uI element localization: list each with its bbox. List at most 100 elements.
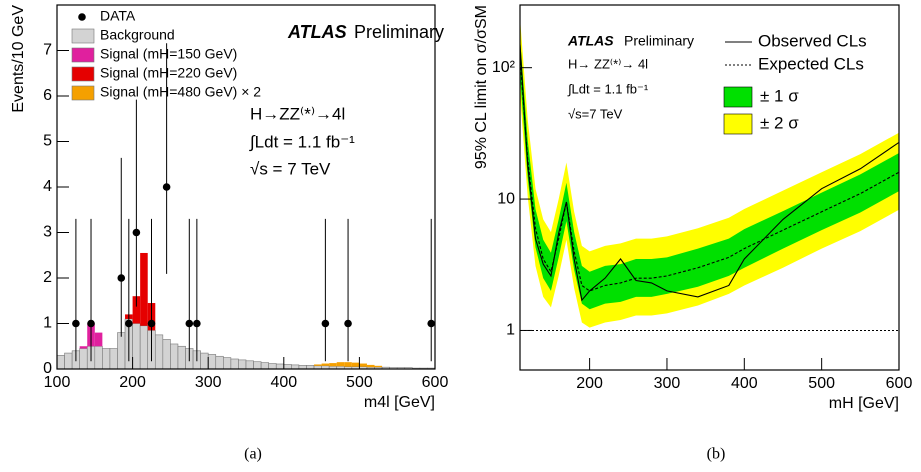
annotation: √s = 7 TeV	[250, 159, 331, 178]
histogram-bar	[102, 348, 111, 370]
legend-label: Signal (mH=150 GeV)	[100, 46, 237, 62]
histogram-bar	[56, 355, 65, 370]
histogram-bar	[94, 345, 103, 370]
y-tick-label: 1	[43, 315, 52, 332]
data-point	[87, 319, 95, 328]
x-tick-label: 400	[731, 375, 758, 392]
legend-swatch	[71, 47, 95, 63]
histogram-bar	[238, 359, 247, 370]
legend-swatch	[723, 113, 753, 135]
histogram-bar	[109, 348, 118, 370]
histogram-bar	[215, 355, 224, 370]
y-axis-label: 95% CL limit on σ/σSM	[473, 5, 490, 169]
histogram-bar	[207, 354, 217, 370]
data-point	[427, 319, 436, 328]
histogram-bar	[336, 362, 345, 367]
y-tick-label: 7	[43, 42, 52, 59]
legend-marker	[78, 13, 86, 21]
x-tick-label: 200	[576, 375, 603, 392]
histogram-bar	[117, 332, 126, 370]
y-tick-label: 10²	[492, 59, 516, 76]
histogram-bar	[94, 332, 103, 347]
legend-label: DATA	[100, 8, 136, 24]
data-point	[162, 183, 171, 191]
histogram-bar	[351, 362, 360, 367]
legend-label: Signal (mH=480 GeV) × 2	[100, 84, 261, 100]
caption: (b)	[707, 446, 726, 463]
data-point	[344, 319, 352, 328]
histogram-bar	[177, 345, 186, 370]
x-tick-label: 400	[270, 374, 297, 391]
x-tick-label: 300	[654, 375, 681, 392]
data-point	[147, 319, 156, 328]
histogram-bar	[260, 362, 269, 370]
histogram-bar	[200, 352, 209, 370]
x-tick-label: 200	[119, 374, 146, 391]
histogram-bar	[132, 323, 141, 370]
histogram-bar	[64, 352, 73, 370]
legend-swatch	[71, 28, 95, 44]
atlas-label: Preliminary	[354, 22, 444, 42]
limit-line	[520, 57, 899, 292]
data-point	[125, 319, 133, 328]
histogram-bar	[283, 364, 292, 370]
histogram-bar	[223, 357, 232, 370]
histogram-bar	[275, 363, 285, 370]
band	[520, 37, 899, 310]
histogram-bar	[230, 358, 239, 370]
histogram-bar	[291, 364, 300, 370]
data-point	[132, 228, 141, 237]
legend-label: Expected CLs	[758, 54, 864, 73]
data-point	[185, 319, 194, 328]
annotation: √s=7 TeV	[568, 106, 623, 121]
histogram-bar	[154, 334, 164, 370]
data-point	[193, 319, 201, 328]
y-tick-label: 0	[43, 360, 52, 377]
plot-frame	[56, 4, 436, 370]
legend-label: ± 1 σ	[760, 86, 799, 105]
data-point	[321, 319, 330, 328]
histogram-bar	[366, 364, 375, 368]
x-tick-label: 500	[346, 374, 373, 391]
histogram-bar	[253, 361, 262, 370]
histogram-bar	[170, 343, 179, 370]
histogram-bar	[374, 365, 383, 368]
atlas-label: ATLAS	[567, 33, 614, 49]
histogram-bar	[132, 296, 141, 324]
legend-label: Observed CLs	[758, 31, 867, 50]
histogram-bar	[139, 325, 149, 370]
x-tick-label: 500	[808, 375, 835, 392]
legend-label: Signal (mH=220 GeV)	[100, 65, 237, 81]
data-point	[72, 319, 80, 328]
y-axis-label: Events/10 GeV	[10, 5, 27, 113]
legend-swatch	[71, 66, 95, 82]
x-tick-label: 300	[195, 374, 222, 391]
y-tick-label: 5	[43, 133, 52, 150]
atlas-label: ATLAS	[287, 22, 347, 42]
x-axis-label: m4l [GeV]	[364, 394, 435, 411]
plot-frame	[519, 4, 900, 371]
histogram-bar	[329, 363, 337, 367]
histogram-bar	[140, 252, 148, 326]
annotation: H→ZZ⁽*⁾→4l	[250, 104, 345, 123]
x-tick-label: 600	[422, 374, 449, 391]
histogram-bar	[321, 363, 330, 366]
y-tick-label: 2	[43, 269, 52, 286]
x-axis-label: mH [GeV]	[829, 395, 899, 412]
band	[520, 17, 899, 328]
legend-label: Background	[100, 27, 175, 43]
histogram-bar	[162, 339, 171, 370]
annotation: H→ ZZ⁽*⁾→ 4l	[568, 56, 648, 71]
histogram-bar	[79, 346, 88, 349]
legend-swatch	[71, 85, 95, 101]
plot-area	[520, 17, 899, 331]
histogram-bar	[79, 348, 88, 370]
atlas-label: Preliminary	[624, 33, 694, 49]
histogram-bar	[344, 362, 352, 367]
caption: (a)	[244, 446, 262, 463]
y-tick-label: 10	[497, 190, 515, 207]
y-tick-label: 1	[506, 322, 515, 339]
histogram-bar	[359, 363, 367, 367]
histogram-bar	[314, 364, 322, 366]
legend-label: ± 2 σ	[760, 113, 799, 132]
